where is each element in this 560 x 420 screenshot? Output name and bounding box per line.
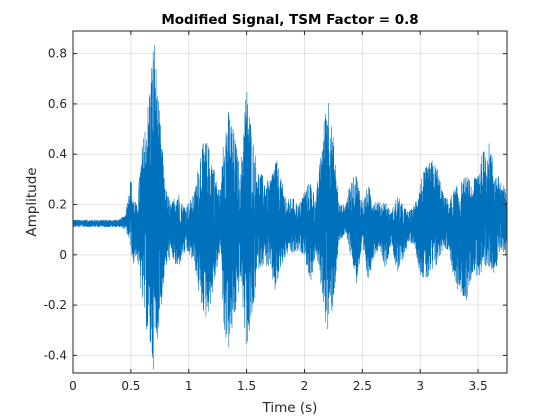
y-tick-label: -0.4 <box>44 348 67 362</box>
x-tick-label: 3.5 <box>469 379 488 393</box>
x-tick-label: 1.5 <box>237 379 256 393</box>
y-tick-label: 0.6 <box>48 97 67 111</box>
signal-line <box>72 45 508 370</box>
axes-box <box>72 30 508 374</box>
x-tick-label: 3 <box>416 379 424 393</box>
x-tick-label: 0.5 <box>121 379 140 393</box>
x-tick-label: 2.5 <box>353 379 372 393</box>
x-axis-ticks: 0 0.5 1 1.5 2 2.5 3 3.5 <box>69 31 488 393</box>
y-tick-label: 0 <box>59 248 67 262</box>
y-axis-label: Amplitude <box>24 167 40 236</box>
chart-title: Modified Signal, TSM Factor = 0.8 <box>161 12 418 28</box>
signal-waveform <box>72 45 508 370</box>
x-tick-label: 0 <box>69 379 77 393</box>
y-tick-label: 0.2 <box>48 198 67 212</box>
x-axis-label: Time (s) <box>262 400 318 416</box>
y-tick-label: 0.4 <box>48 147 67 161</box>
x-tick-label: 2 <box>301 379 309 393</box>
y-tick-label: 0.8 <box>48 47 67 61</box>
x-tick-label: 1 <box>185 379 193 393</box>
y-axis-ticks: -0.4 -0.2 0 0.2 0.4 0.6 0.8 <box>44 47 507 362</box>
y-tick-label: -0.2 <box>44 298 67 312</box>
